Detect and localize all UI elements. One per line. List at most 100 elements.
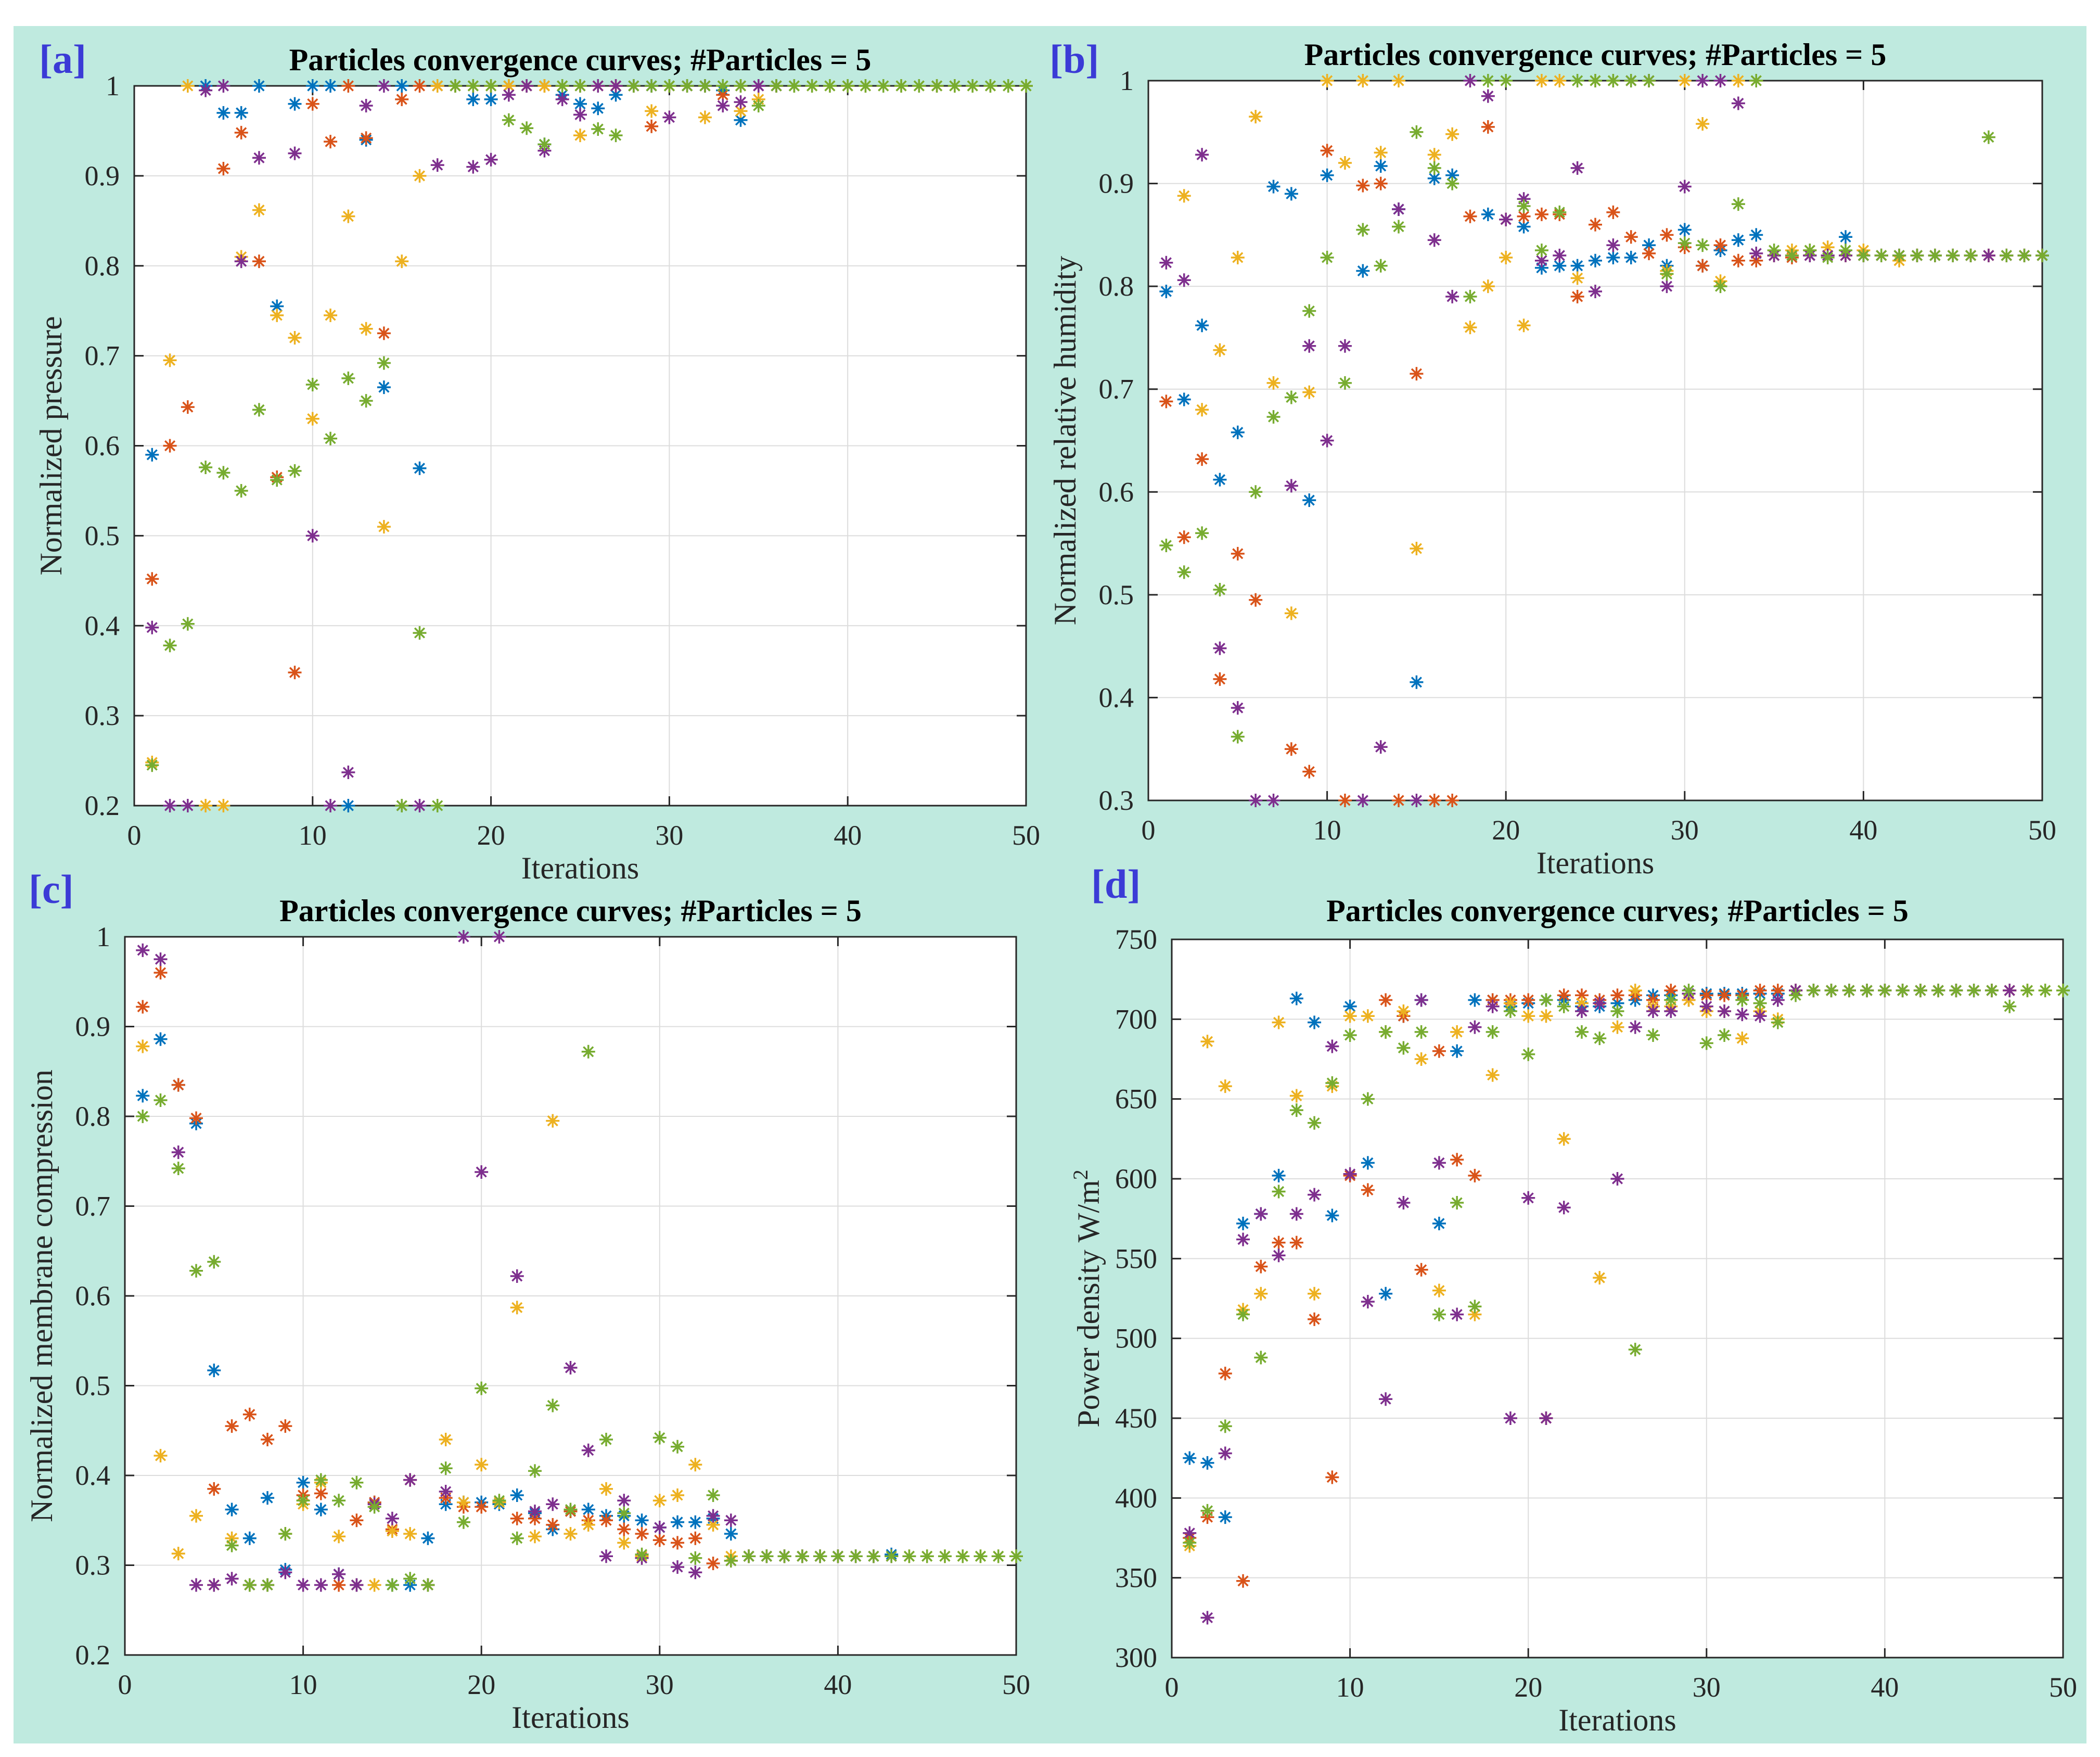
data-point — [492, 1494, 506, 1508]
x-axis-label: Iterations — [521, 851, 639, 885]
data-point — [1302, 385, 1316, 399]
data-point — [1361, 1183, 1375, 1197]
data-point — [510, 1531, 524, 1545]
data-point — [2038, 984, 2052, 998]
data-point — [1254, 1351, 1268, 1365]
data-point — [1231, 730, 1245, 744]
data-point — [1718, 988, 1732, 1002]
data-point — [1696, 74, 1710, 87]
data-point — [635, 1547, 649, 1561]
data-point — [1699, 999, 1713, 1013]
data-point — [2056, 984, 2070, 998]
y-tick-label: 1 — [106, 70, 120, 101]
data-point — [859, 79, 873, 93]
data-point — [1749, 246, 1763, 260]
data-point — [1534, 74, 1548, 87]
y-tick-label: 0.6 — [75, 1280, 111, 1312]
data-point — [395, 92, 409, 106]
panel-label: [b] — [1049, 36, 1099, 82]
data-point — [171, 1078, 185, 1092]
plot-area — [1148, 81, 2042, 800]
data-point — [502, 79, 516, 93]
data-point — [1642, 238, 1656, 252]
data-point — [199, 460, 213, 474]
x-tick-label: 20 — [1514, 1672, 1542, 1703]
data-point — [171, 1547, 185, 1561]
data-point — [288, 97, 302, 111]
data-point — [189, 1578, 203, 1592]
data-point — [1981, 248, 1995, 262]
data-point — [270, 308, 284, 322]
data-point — [1557, 988, 1571, 1002]
data-point — [1254, 1287, 1268, 1301]
data-point — [1213, 343, 1227, 357]
data-point — [332, 1494, 346, 1508]
y-tick-label: 450 — [1115, 1403, 1157, 1434]
data-point — [1517, 199, 1531, 213]
data-point — [502, 113, 516, 127]
data-point — [1642, 246, 1656, 260]
x-tick-label: 30 — [646, 1669, 674, 1700]
data-point — [1946, 248, 1960, 262]
x-tick-label: 0 — [118, 1669, 132, 1700]
data-point — [1410, 541, 1424, 555]
x-tick-label: 20 — [1492, 814, 1520, 846]
data-point — [1678, 180, 1692, 194]
data-point — [1361, 1092, 1375, 1106]
data-point — [181, 400, 195, 414]
data-point — [706, 1557, 720, 1571]
data-point — [671, 1560, 685, 1574]
data-point — [599, 1549, 613, 1563]
data-point — [324, 431, 338, 445]
data-point — [1931, 984, 1945, 998]
data-point — [270, 473, 284, 487]
data-point — [421, 1578, 435, 1592]
data-point — [1379, 1287, 1393, 1301]
data-point — [1159, 539, 1173, 553]
y-tick-label: 1 — [1120, 65, 1134, 96]
data-point — [261, 1578, 275, 1592]
data-point — [350, 1578, 364, 1592]
x-tick-label: 30 — [1693, 1672, 1721, 1703]
data-point — [1213, 641, 1227, 655]
data-point — [475, 1458, 489, 1472]
data-point — [1735, 1032, 1749, 1046]
x-tick-label: 30 — [655, 820, 683, 851]
data-point — [1570, 161, 1584, 175]
data-point — [1231, 546, 1245, 561]
data-point — [716, 79, 730, 93]
data-point — [1463, 289, 1477, 303]
data-point — [1713, 238, 1727, 252]
data-point — [332, 1567, 346, 1581]
data-point — [1231, 701, 1245, 715]
data-point — [991, 1549, 1005, 1563]
data-point — [1213, 582, 1227, 596]
data-point — [1486, 1025, 1500, 1039]
data-point — [599, 1482, 613, 1496]
x-tick-label: 40 — [1849, 814, 1877, 846]
data-point — [688, 1551, 702, 1565]
data-point — [252, 254, 266, 269]
data-point — [1553, 248, 1567, 262]
data-point — [1320, 434, 1334, 448]
data-point — [305, 412, 319, 426]
data-point — [1503, 1004, 1517, 1018]
data-point — [207, 1578, 221, 1592]
y-tick-label: 0.8 — [1099, 271, 1134, 302]
data-point — [332, 1578, 346, 1592]
data-point — [876, 79, 890, 93]
data-point — [1892, 248, 1906, 262]
data-point — [1218, 1419, 1232, 1433]
data-point — [1236, 1232, 1250, 1246]
data-point — [546, 1114, 560, 1128]
data-point — [1410, 675, 1424, 689]
x-tick-label: 50 — [1002, 1669, 1030, 1700]
data-point — [1949, 984, 1963, 998]
data-point — [145, 758, 159, 772]
data-point — [1521, 1191, 1535, 1205]
data-point — [1481, 207, 1495, 221]
data-point — [706, 1518, 720, 1532]
data-point — [359, 322, 373, 336]
data-point — [1183, 1451, 1197, 1465]
y-tick-label: 0.4 — [85, 610, 120, 641]
